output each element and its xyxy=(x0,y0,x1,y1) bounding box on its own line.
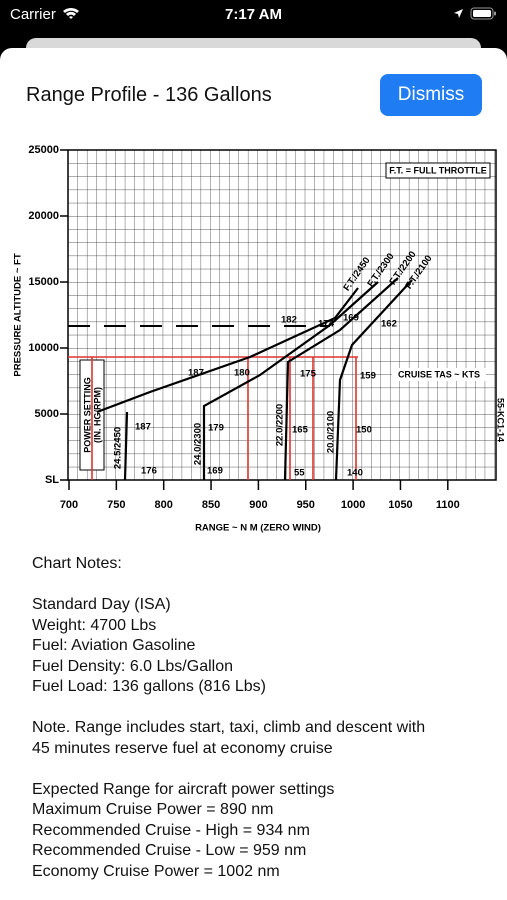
tas-label: 187 xyxy=(135,422,151,433)
curve xyxy=(334,279,413,481)
power-label: 20.0/2100 xyxy=(326,411,337,453)
tas-label: 159 xyxy=(360,371,376,382)
condition: Fuel: Aviation Gasoline xyxy=(32,637,196,654)
curve xyxy=(96,287,359,481)
tas-label: 182 xyxy=(281,315,297,326)
x-tick-label: 800 xyxy=(155,499,173,511)
tas-box xyxy=(392,368,486,381)
curve xyxy=(202,281,379,480)
legend-text: F.T. = FULL THROTTLE xyxy=(389,165,487,175)
y-axis-label: PRESSURE ALTITUDE ~ FT xyxy=(13,253,24,376)
dismiss-button[interactable]: Dismiss xyxy=(380,74,482,116)
tas-label: 169 xyxy=(207,466,223,477)
range-line: Recommended Cruise - High = 934 nm xyxy=(32,821,310,839)
tas-label: 140 xyxy=(347,468,363,479)
figure-id: 55-KC1-14 xyxy=(496,398,506,442)
condition: Fuel Load: 136 gallons (816 Lbs) xyxy=(32,678,266,695)
range-chart: F.T. = FULL THROTTLE CRUISE TAS ~ KTS PO… xyxy=(13,144,506,534)
tas-label: 175 xyxy=(300,369,317,380)
y-tick-label: SL xyxy=(45,474,59,486)
x-tick-label: 850 xyxy=(202,499,220,511)
x-tick-label: 1000 xyxy=(341,499,365,511)
tas-label: 179 xyxy=(208,423,224,434)
power-label: 24.5/2450 xyxy=(113,427,124,469)
power-unit: (IN. HG/RPM) xyxy=(92,387,102,443)
chart-notes: Chart Notes: Standard Day (ISA) Weight: … xyxy=(32,554,425,882)
power-label: 22.0/2200 xyxy=(275,404,286,446)
x-tick-label: 950 xyxy=(297,499,315,511)
notes-title: Chart Notes: xyxy=(32,555,122,572)
condition: Fuel Density: 6.0 Lbs/Gallon xyxy=(32,657,233,675)
tas-label: 187 xyxy=(188,368,204,379)
x-tick-label: 750 xyxy=(107,499,125,511)
sheet-title: Range Profile - 136 Gallons xyxy=(26,84,272,106)
y-tick-label: 20000 xyxy=(28,210,59,222)
condition: Standard Day (ISA) xyxy=(32,596,171,613)
range-line: Maximum Cruise Power = 890 nm xyxy=(32,801,274,818)
red-guides xyxy=(68,356,358,480)
range-heading: Expected Range for aircraft power settin… xyxy=(32,780,335,798)
x-tick-label: 700 xyxy=(60,499,78,511)
range-line: Recommended Cruise - Low = 959 nm xyxy=(32,842,307,859)
wifi-icon xyxy=(63,7,79,19)
clock: 7:17 AM xyxy=(225,6,282,23)
tas-label: 169 xyxy=(343,313,359,324)
x-axis-label: RANGE ~ N M (ZERO WIND) xyxy=(195,523,321,534)
tas-label: 176 xyxy=(141,466,157,477)
plot-frame xyxy=(67,149,497,481)
status-bar: Carrier 7:17 AM xyxy=(0,0,507,30)
condition: Weight: 4700 Lbs xyxy=(32,616,157,634)
power-text: POWER SETTING xyxy=(82,377,92,453)
tas-label: 174 xyxy=(318,319,335,330)
legend-box xyxy=(385,162,491,179)
y-tick-label: 15000 xyxy=(28,276,59,288)
carrier: Carrier xyxy=(10,6,56,23)
tas-label: 165 xyxy=(292,425,309,436)
x-tick-label: 1050 xyxy=(388,499,412,511)
x-tick-label: 1100 xyxy=(436,499,460,511)
range-line: Economy Cruise Power = 1002 nm xyxy=(32,862,280,880)
y-tick-label: 10000 xyxy=(28,342,59,354)
tas-text: CRUISE TAS ~ KTS xyxy=(398,369,480,379)
x-tick-label: 900 xyxy=(249,499,267,511)
power-label: 24.0/2300 xyxy=(193,423,204,465)
battery-icon xyxy=(454,7,496,20)
note-line: 45 minutes reserve fuel at economy cruis… xyxy=(32,739,333,757)
y-tick-label: 25000 xyxy=(28,144,59,156)
tas-label: 150 xyxy=(356,425,372,436)
note-line: Note. Range includes start, taxi, climb … xyxy=(32,719,426,736)
plot-grid xyxy=(68,150,496,480)
tas-label: 180 xyxy=(234,368,250,379)
tas-label: 162 xyxy=(381,319,397,330)
y-tick-label: 5000 xyxy=(35,408,59,420)
tas-label: 55 xyxy=(294,468,305,479)
curve xyxy=(283,277,399,481)
